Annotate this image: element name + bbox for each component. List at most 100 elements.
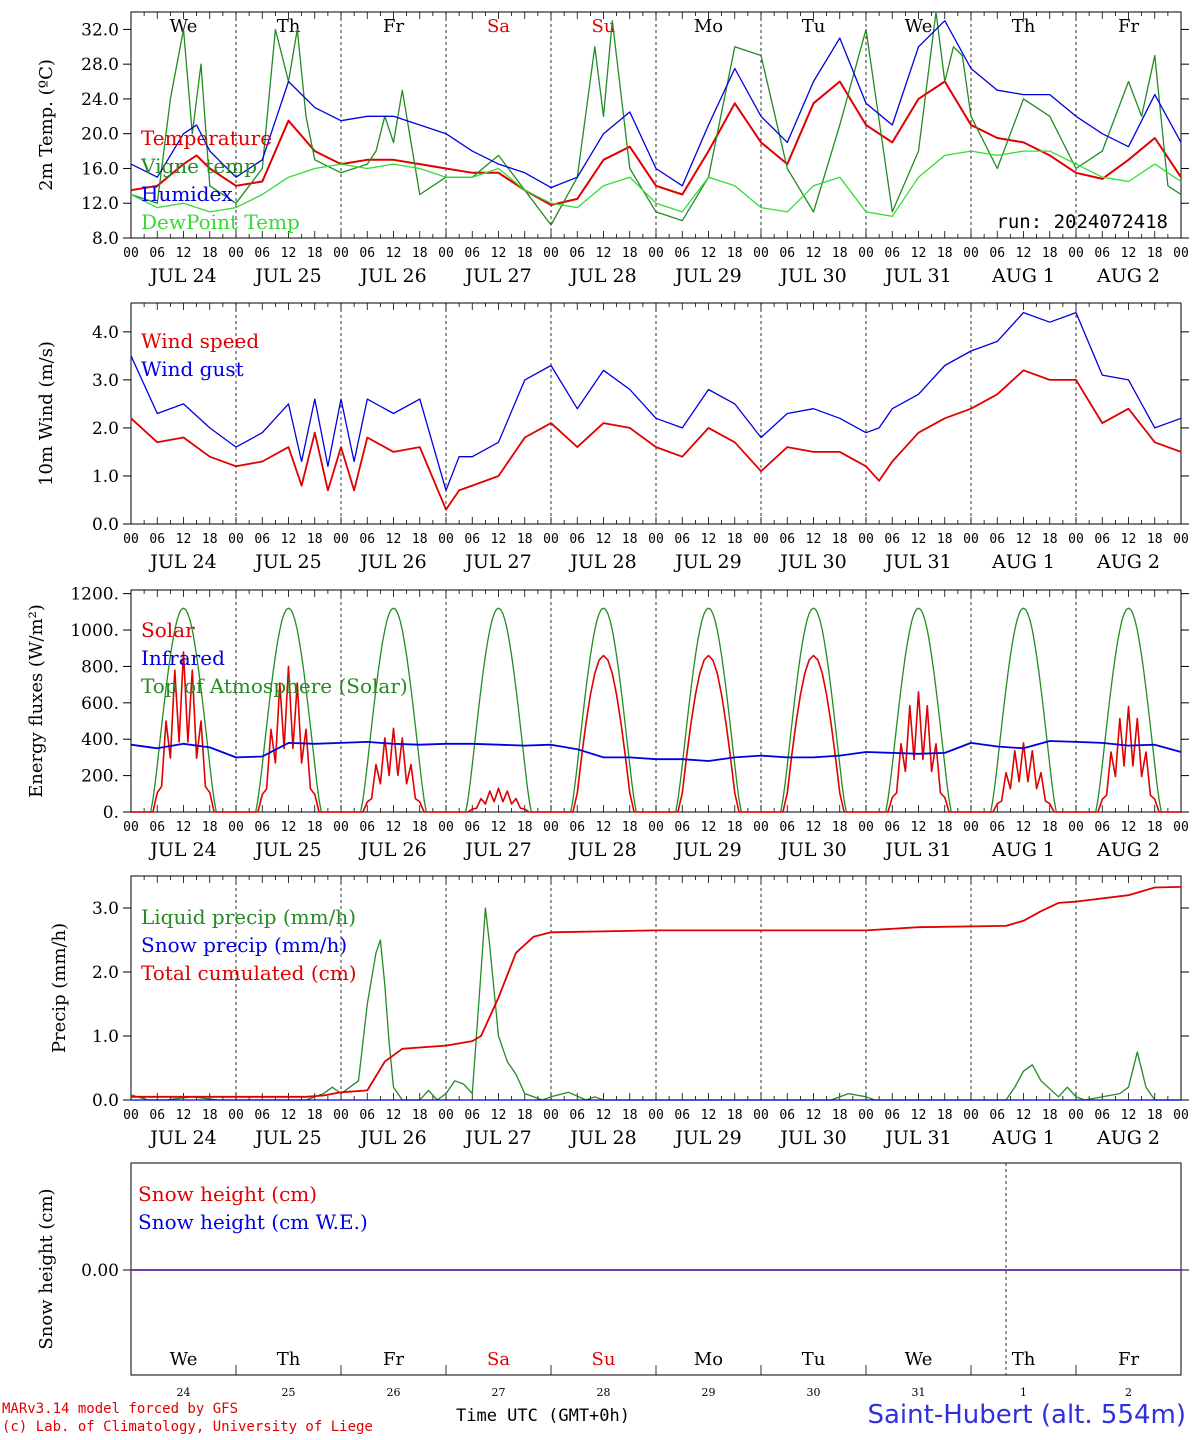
hour-tick-label: 18: [307, 1108, 323, 1123]
hour-tick-label: 00: [543, 1108, 559, 1123]
hour-tick-label: 00: [753, 532, 769, 547]
hour-tick-label: 06: [674, 532, 690, 547]
hour-tick-label: 12: [701, 246, 717, 261]
hour-tick-label: 12: [701, 1108, 717, 1123]
hour-tick-label: 18: [412, 1108, 428, 1123]
hour-tick-label: 06: [359, 246, 375, 261]
hour-tick-label: 00: [123, 246, 139, 261]
hour-tick-label: 06: [779, 1108, 795, 1123]
hour-tick-label: 00: [333, 532, 349, 547]
model-label: MARv3.14 model forced by GFS: [2, 1401, 239, 1417]
hour-tick-label: 12: [281, 246, 297, 261]
hour-tick-label: 00: [858, 246, 874, 261]
hour-tick-label: 06: [464, 1108, 480, 1123]
legend-temperature: Temperature: [141, 126, 272, 150]
hour-tick-label: 00: [648, 532, 664, 547]
date-label: JUL 27: [463, 1127, 531, 1149]
hour-tick-label: 06: [569, 820, 585, 835]
y-tick-label: 0.0: [92, 1091, 119, 1111]
footer-credits: MARv3.14 model forced by GFS (c) Lab. of…: [2, 1400, 373, 1436]
date-label: AUG 1: [991, 265, 1055, 287]
legend-top-of-atmosphere-solar: Top of Atmosphere (Solar): [141, 674, 408, 698]
hour-tick-label: 12: [701, 820, 717, 835]
day-number-label: 2: [1125, 1386, 1132, 1399]
hour-tick-label: 12: [386, 1108, 402, 1123]
date-label: JUL 29: [673, 839, 741, 861]
hour-tick-label: 12: [806, 532, 822, 547]
hour-tick-label: 12: [176, 532, 192, 547]
hour-tick-label: 00: [1068, 532, 1084, 547]
hour-tick-label: 00: [333, 820, 349, 835]
hour-tick-label: 12: [176, 246, 192, 261]
hour-tick-label: 18: [832, 246, 848, 261]
hour-tick-label: 12: [491, 1108, 507, 1123]
y-tick-label: 8.0: [92, 229, 119, 249]
date-label: JUL 26: [358, 265, 426, 287]
hour-tick-label: 00: [648, 1108, 664, 1123]
hour-tick-label: 00: [1173, 1108, 1189, 1123]
hour-tick-label: 12: [596, 532, 612, 547]
series-solar: [131, 651, 1181, 813]
hour-tick-label: 12: [701, 532, 717, 547]
hour-tick-label: 06: [464, 246, 480, 261]
hour-tick-label: 18: [727, 246, 743, 261]
hour-tick-label: 12: [1016, 820, 1032, 835]
y-tick-label: 600.: [81, 694, 119, 714]
date-label: JUL 29: [673, 265, 741, 287]
hour-tick-label: 00: [1068, 246, 1084, 261]
series-wind-speed: [130, 369, 1182, 511]
weekday-label-top: Mo: [694, 16, 723, 37]
date-label: JUL 25: [253, 265, 321, 287]
meteogram: 00 06 12 18 00 06 12 18 00 06 12 18 00 06 12 18 00 06 12 18…: [26, 11, 1189, 1399]
hour-tick-label: 06: [569, 532, 585, 547]
hour-tick-label: 18: [622, 820, 638, 835]
hour-tick-label: 00: [963, 246, 979, 261]
hour-tick-label: 00: [858, 1108, 874, 1123]
hour-tick-label: 06: [779, 532, 795, 547]
hour-tick-label: 00: [228, 1108, 244, 1123]
hour-tick-label: 06: [464, 532, 480, 547]
hour-tick-label: 12: [176, 820, 192, 835]
y-axis-label: 2m Temp. (ºC): [36, 59, 57, 191]
hour-tick-label: 18: [307, 246, 323, 261]
hour-tick-label: 12: [596, 1108, 612, 1123]
hour-tick-label: 00: [123, 532, 139, 547]
hour-tick-label: 12: [1121, 532, 1137, 547]
date-label: JUL 31: [883, 265, 951, 287]
hour-tick-label: 00: [753, 1108, 769, 1123]
hour-tick-label: 12: [1016, 246, 1032, 261]
hour-tick-label: 06: [149, 246, 165, 261]
weekday-label: Fr: [1118, 1349, 1139, 1370]
hour-tick-label: 06: [149, 1108, 165, 1123]
hour-tick-label: 06: [989, 820, 1005, 835]
hour-tick-label: 12: [491, 532, 507, 547]
hour-tick-label: 00: [438, 820, 454, 835]
hour-tick-label: 00: [963, 532, 979, 547]
y-tick-label: 24.0: [81, 90, 119, 110]
hour-tick-label: 18: [622, 532, 638, 547]
hour-tick-label: 06: [674, 820, 690, 835]
hour-tick-label: 18: [202, 532, 218, 547]
hour-tick-label: 00: [543, 820, 559, 835]
date-label: JUL 25: [253, 839, 321, 861]
hour-tick-label: 00: [648, 246, 664, 261]
hour-tick-label: 12: [911, 246, 927, 261]
date-label: JUL 28: [568, 551, 636, 573]
hour-tick-label: 18: [517, 820, 533, 835]
hour-tick-label: 00: [228, 246, 244, 261]
hour-tick-label: 00: [228, 532, 244, 547]
date-label: AUG 2: [1096, 265, 1160, 287]
hour-tick-label: 12: [911, 532, 927, 547]
hour-tick-label: 06: [569, 246, 585, 261]
hour-tick-label: 00: [438, 246, 454, 261]
hour-tick-label: 12: [1121, 820, 1137, 835]
date-label: JUL 28: [568, 1127, 636, 1149]
y-tick-label: 16.0: [81, 159, 119, 179]
hour-tick-label: 00: [333, 1108, 349, 1123]
y-axis-label: 10m Wind (m/s): [36, 341, 57, 486]
hour-tick-label: 06: [674, 1108, 690, 1123]
hour-tick-label: 06: [884, 820, 900, 835]
legend-vigne-temp: Vigne temp: [140, 154, 257, 178]
hour-tick-label: 12: [386, 820, 402, 835]
weekday-label: Sa: [487, 1349, 510, 1370]
